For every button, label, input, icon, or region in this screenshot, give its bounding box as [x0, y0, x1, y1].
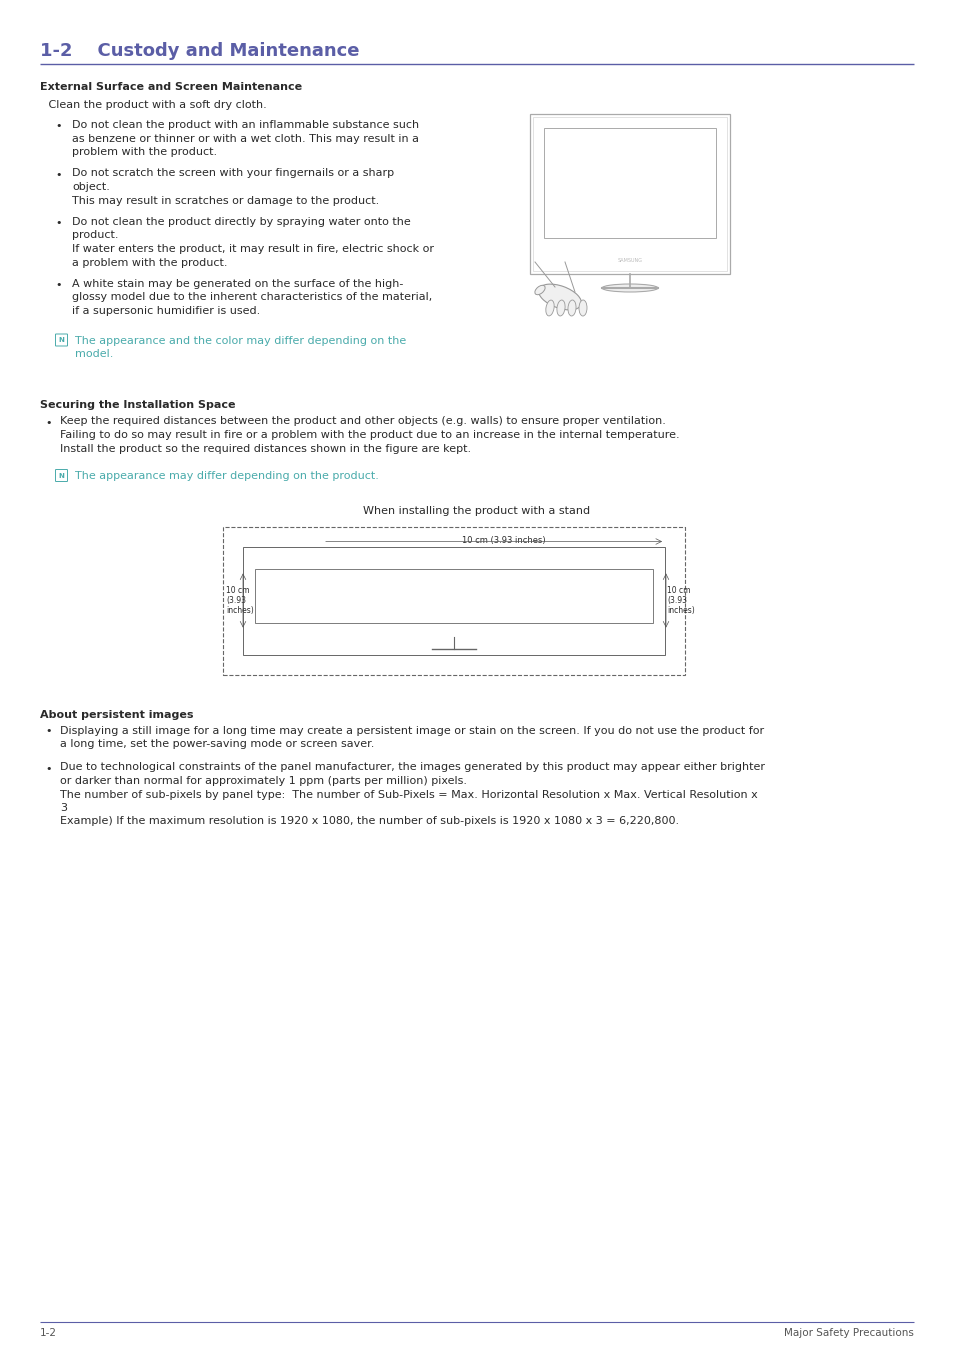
- Bar: [543, 128, 716, 238]
- Text: About persistent images: About persistent images: [40, 710, 193, 720]
- Text: •: •: [45, 726, 51, 737]
- Text: •: •: [55, 170, 61, 180]
- Text: The appearance and the color may differ depending on the: The appearance and the color may differ …: [75, 336, 406, 346]
- Text: •: •: [45, 417, 51, 428]
- Text: This may result in scratches or damage to the product.: This may result in scratches or damage t…: [71, 196, 379, 205]
- Text: Clean the product with a soft dry cloth.: Clean the product with a soft dry cloth.: [45, 100, 267, 109]
- Text: SAMSUNG: SAMSUNG: [617, 258, 641, 262]
- Text: •: •: [55, 279, 61, 290]
- Text: N: N: [58, 338, 65, 343]
- Text: a problem with the product.: a problem with the product.: [71, 258, 227, 267]
- Text: •: •: [45, 764, 51, 774]
- Text: Displaying a still image for a long time may create a persistent image or stain : Displaying a still image for a long time…: [60, 725, 763, 736]
- Text: 3: 3: [60, 803, 67, 813]
- Ellipse shape: [578, 300, 586, 316]
- Text: Securing the Installation Space: Securing the Installation Space: [40, 401, 235, 410]
- Text: or darker than normal for approximately 1 ppm (parts per million) pixels.: or darker than normal for approximately …: [60, 776, 467, 786]
- Text: A white stain may be generated on the surface of the high-: A white stain may be generated on the su…: [71, 279, 403, 289]
- Text: Install the product so the required distances shown in the figure are kept.: Install the product so the required dist…: [60, 444, 471, 454]
- Ellipse shape: [601, 284, 658, 292]
- Ellipse shape: [535, 285, 544, 294]
- Text: Do not clean the product directly by spraying water onto the: Do not clean the product directly by spr…: [71, 217, 411, 227]
- Bar: [533, 117, 726, 271]
- Text: 10 cm
(3.93
inches): 10 cm (3.93 inches): [226, 586, 253, 616]
- Bar: [254, 568, 652, 622]
- Text: 1-2    Custody and Maintenance: 1-2 Custody and Maintenance: [40, 42, 359, 59]
- Bar: [530, 113, 729, 274]
- Text: 10 cm
(3.93
inches): 10 cm (3.93 inches): [666, 586, 694, 616]
- Text: Do not clean the product with an inflammable substance such: Do not clean the product with an inflamm…: [71, 120, 418, 130]
- Text: 10 cm (3.93 inches): 10 cm (3.93 inches): [461, 536, 545, 545]
- Text: The appearance may differ depending on the product.: The appearance may differ depending on t…: [75, 471, 378, 481]
- Text: Major Safety Precautions: Major Safety Precautions: [783, 1328, 913, 1338]
- Text: External Surface and Screen Maintenance: External Surface and Screen Maintenance: [40, 82, 302, 92]
- Text: •: •: [55, 122, 61, 131]
- Text: If water enters the product, it may result in fire, electric shock or: If water enters the product, it may resu…: [71, 244, 434, 254]
- Text: The number of sub-pixels by panel type:  The number of Sub-Pixels = Max. Horizon: The number of sub-pixels by panel type: …: [60, 790, 757, 799]
- Bar: [223, 526, 684, 675]
- Ellipse shape: [537, 284, 581, 310]
- FancyBboxPatch shape: [55, 333, 68, 346]
- Text: 1-2: 1-2: [40, 1328, 57, 1338]
- Text: N: N: [58, 472, 65, 478]
- FancyBboxPatch shape: [55, 470, 68, 482]
- Bar: [243, 547, 664, 655]
- Text: if a supersonic humidifier is used.: if a supersonic humidifier is used.: [71, 306, 260, 316]
- Text: problem with the product.: problem with the product.: [71, 147, 217, 157]
- Text: When installing the product with a stand: When installing the product with a stand: [363, 506, 590, 517]
- Text: Do not scratch the screen with your fingernails or a sharp: Do not scratch the screen with your fing…: [71, 169, 394, 178]
- Text: Example) If the maximum resolution is 1920 x 1080, the number of sub-pixels is 1: Example) If the maximum resolution is 19…: [60, 817, 679, 826]
- Text: as benzene or thinner or with a wet cloth. This may result in a: as benzene or thinner or with a wet clot…: [71, 134, 418, 143]
- Text: glossy model due to the inherent characteristics of the material,: glossy model due to the inherent charact…: [71, 293, 432, 302]
- Text: object.: object.: [71, 182, 110, 192]
- Text: Keep the required distances between the product and other objects (e.g. walls) t: Keep the required distances between the …: [60, 417, 665, 427]
- Text: Failing to do so may result in fire or a problem with the product due to an incr: Failing to do so may result in fire or a…: [60, 431, 679, 440]
- Ellipse shape: [567, 300, 576, 316]
- Text: •: •: [55, 217, 61, 228]
- Text: a long time, set the power-saving mode or screen saver.: a long time, set the power-saving mode o…: [60, 738, 374, 749]
- Text: Due to technological constraints of the panel manufacturer, the images generated: Due to technological constraints of the …: [60, 763, 764, 772]
- Ellipse shape: [557, 300, 564, 316]
- Text: product.: product.: [71, 231, 118, 240]
- Ellipse shape: [545, 300, 554, 316]
- Text: model.: model.: [75, 350, 113, 359]
